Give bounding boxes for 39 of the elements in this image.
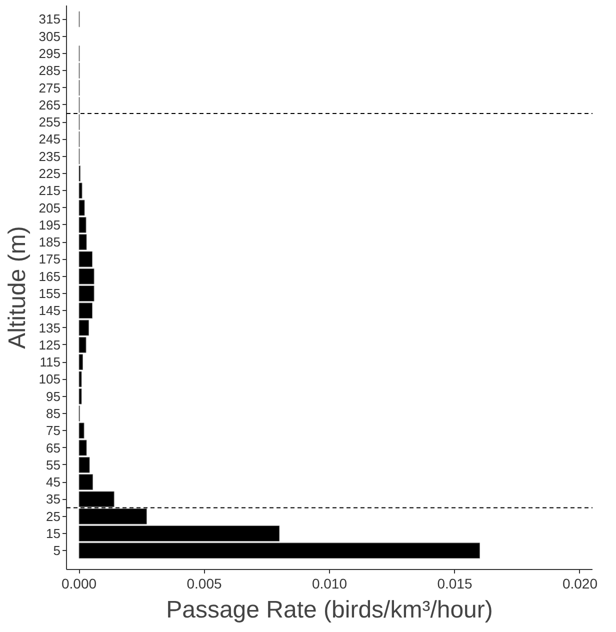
y-tick-label: 245 [38,132,61,147]
y-tick-label: 95 [46,388,61,404]
y-tick-label: 295 [38,46,61,61]
x-axis-title: Passage Rate (birds/km³/hour) [166,596,493,624]
y-tick-label: 115 [40,354,61,370]
y-tick-label: 5 [53,543,61,558]
x-tick-label: 0.010 [312,576,348,592]
y-tick-label: 235 [38,148,61,164]
y-tick-label: 145 [38,303,61,318]
y-tick-label: 85 [46,406,61,421]
y-tick-label: 55 [46,457,61,472]
y-tick-label: 305 [38,28,61,44]
y-tick-label: 135 [38,320,61,336]
y-tick-label: 15 [46,526,61,541]
y-tick-label: 315 [38,12,61,27]
y-tick-label: 75 [46,423,61,438]
x-tick-label: 0.020 [562,576,598,592]
y-tick-label: 35 [46,492,61,507]
y-tick-label: 25 [46,508,61,524]
y-tick-label: 65 [46,440,61,456]
x-tick-label: 0.005 [186,576,222,592]
y-tick-label: 275 [38,80,61,96]
x-tick-label: 0.000 [62,576,97,592]
y-tick-label: 215 [38,183,61,198]
y-tick-label: 265 [38,97,61,112]
y-tick-label: 105 [38,372,61,387]
y-tick-label: 195 [38,217,61,232]
y-tick-label: 285 [38,63,61,78]
y-tick-label: 175 [38,252,61,267]
y-tick-label: 165 [38,268,61,284]
y-axis-title: Altitude (m) [4,226,31,349]
y-tick-label: 255 [38,114,61,130]
x-tick-label: 0.015 [437,576,472,592]
y-tick-label: 225 [38,166,61,181]
y-tick-label: 125 [38,337,61,352]
y-tick-label: 185 [38,234,61,250]
y-tick-label: 155 [38,286,61,301]
y-tick-label: 205 [38,200,61,216]
y-tick-label: 45 [46,474,61,490]
